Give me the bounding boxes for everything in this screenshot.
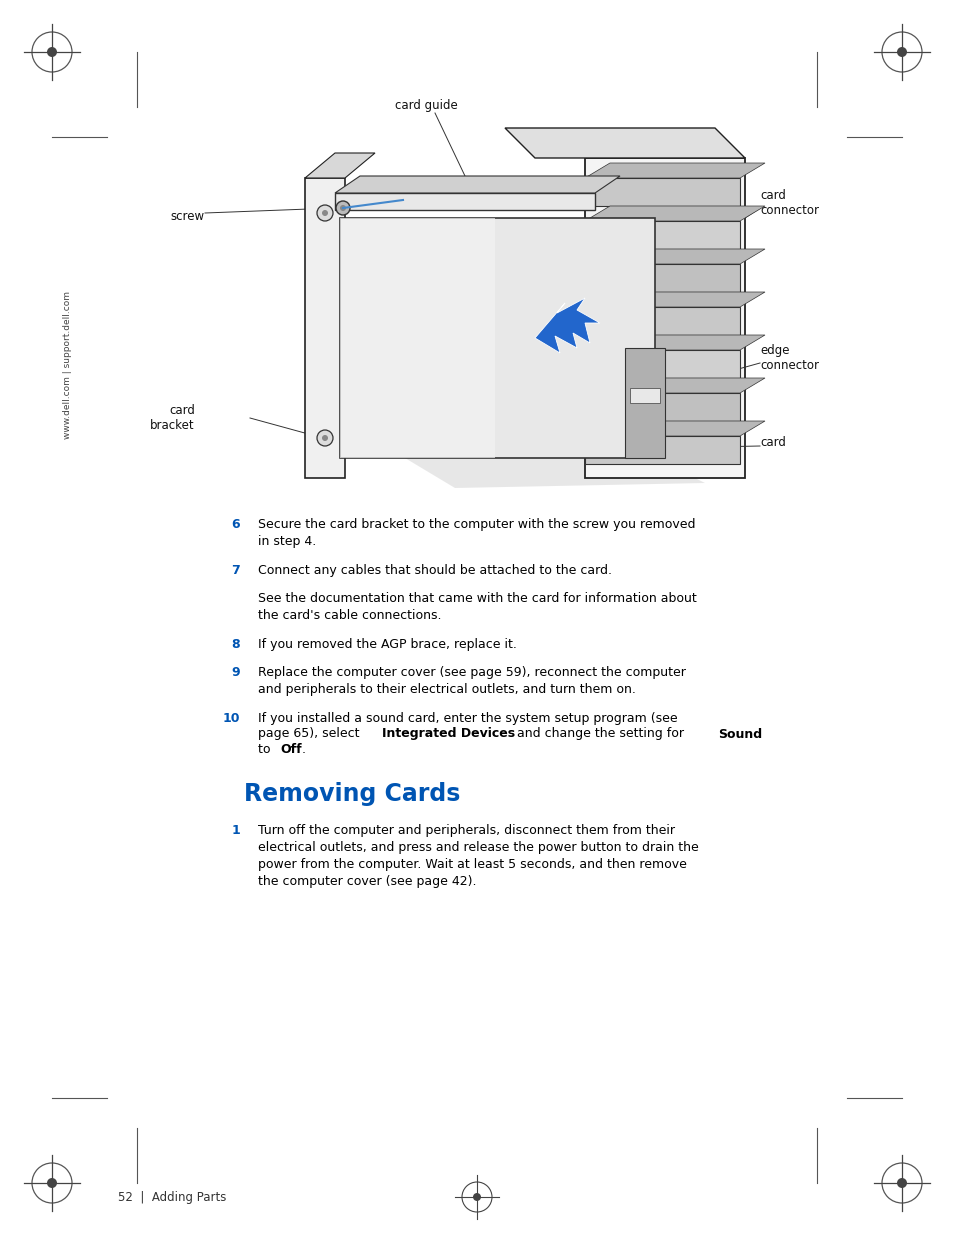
Text: 10: 10 <box>222 713 240 725</box>
Text: Removing Cards: Removing Cards <box>244 782 460 806</box>
Circle shape <box>896 47 906 57</box>
Circle shape <box>896 1178 906 1188</box>
Text: Replace the computer cover (see page 59), reconnect the computer
and peripherals: Replace the computer cover (see page 59)… <box>257 666 685 697</box>
Text: 8: 8 <box>232 638 240 651</box>
Text: page 65), select: page 65), select <box>257 727 363 741</box>
Bar <box>584 264 740 291</box>
Polygon shape <box>584 249 764 264</box>
Bar <box>584 350 740 378</box>
Text: 52  |  Adding Parts: 52 | Adding Parts <box>118 1191 226 1203</box>
Polygon shape <box>584 163 764 178</box>
Text: 1: 1 <box>231 824 240 837</box>
Circle shape <box>47 47 57 57</box>
Text: If you removed the AGP brace, replace it.: If you removed the AGP brace, replace it… <box>257 638 517 651</box>
Text: card
connector: card connector <box>760 189 818 217</box>
Bar <box>629 388 659 403</box>
Polygon shape <box>624 348 664 458</box>
Polygon shape <box>584 378 764 393</box>
Text: card guide: card guide <box>395 100 457 112</box>
Text: www.dell.com | support.dell.com: www.dell.com | support.dell.com <box>63 291 71 438</box>
Text: Secure the card bracket to the computer with the screw you removed
in step 4.: Secure the card bracket to the computer … <box>257 517 695 548</box>
Text: .: . <box>301 743 306 756</box>
Circle shape <box>322 210 328 216</box>
Polygon shape <box>339 219 495 458</box>
Text: screw: screw <box>171 210 205 222</box>
Polygon shape <box>335 193 595 210</box>
Text: Connect any cables that should be attached to the card.: Connect any cables that should be attach… <box>257 564 612 577</box>
Polygon shape <box>504 128 744 158</box>
Polygon shape <box>405 458 704 488</box>
Circle shape <box>316 430 333 446</box>
Polygon shape <box>584 206 764 221</box>
Bar <box>584 221 740 249</box>
Text: Off: Off <box>279 743 301 756</box>
Text: 6: 6 <box>232 517 240 531</box>
Bar <box>584 308 740 335</box>
Bar <box>584 178 740 206</box>
Text: If you installed a sound card, enter the system setup program (see: If you installed a sound card, enter the… <box>257 713 677 725</box>
Text: 7: 7 <box>231 564 240 577</box>
Polygon shape <box>339 219 655 458</box>
Text: 9: 9 <box>232 666 240 679</box>
Text: card
bracket: card bracket <box>151 404 194 432</box>
Text: Turn off the computer and peripherals, disconnect them from their
electrical out: Turn off the computer and peripherals, d… <box>257 824 698 888</box>
Text: and change the setting for: and change the setting for <box>513 727 688 741</box>
Circle shape <box>47 1178 57 1188</box>
Circle shape <box>339 205 346 211</box>
Text: Sound: Sound <box>718 727 761 741</box>
Text: to: to <box>257 743 274 756</box>
Polygon shape <box>584 421 764 436</box>
Bar <box>584 393 740 421</box>
Polygon shape <box>584 335 764 350</box>
Circle shape <box>322 435 328 441</box>
Polygon shape <box>584 291 764 308</box>
Text: See the documentation that came with the card for information about
the card's c: See the documentation that came with the… <box>257 592 696 622</box>
Bar <box>584 436 740 464</box>
Text: card: card <box>760 436 785 450</box>
Polygon shape <box>335 177 619 193</box>
Circle shape <box>335 201 350 215</box>
Polygon shape <box>305 178 345 478</box>
Circle shape <box>473 1193 480 1200</box>
Polygon shape <box>535 298 599 353</box>
Polygon shape <box>305 153 375 178</box>
Text: edge
connector: edge connector <box>760 345 818 372</box>
Polygon shape <box>584 158 744 478</box>
Circle shape <box>316 205 333 221</box>
Text: Integrated Devices: Integrated Devices <box>382 727 515 741</box>
